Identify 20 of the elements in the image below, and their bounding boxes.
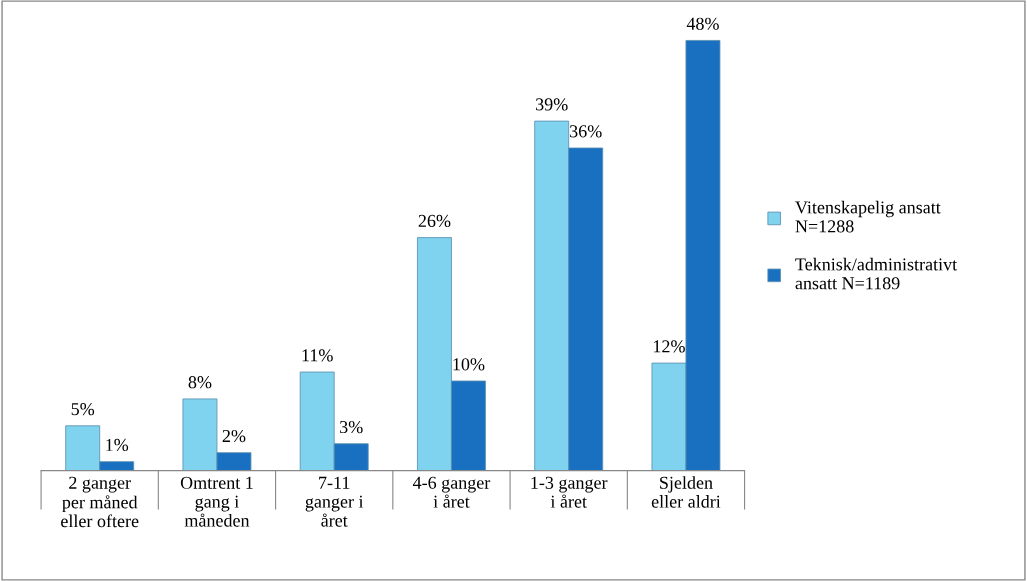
data-label: 2% [222,429,246,443]
x-tick-label: 4-6 ganger i året [412,476,491,508]
data-label: 11% [302,349,333,362]
x-tick-label: Omtrent 1 gang i måneden [180,476,253,527]
x-tick-label: 7-11 ganger i året [305,476,364,527]
data-label: 5% [71,403,95,416]
legend-label: Teknisk/administrativt ansatt N=1189 [795,257,958,290]
x-tick-label: 1-3 ganger i året [531,476,608,508]
data-label: 36% [570,125,602,138]
data-label: 1% [106,438,129,452]
x-tick-label: Sjelden eller aldri [651,476,721,508]
data-label: 48% [686,17,719,30]
x-tick-label: 2 ganger per måned eller oftere [61,476,139,528]
data-label: 8% [188,376,212,389]
data-label: 39% [536,98,568,111]
data-label: 10% [453,358,485,371]
data-label: 3% [340,420,363,434]
legend-label: Vitenskapelig ansatt N=1288 [795,200,941,233]
data-label: 12% [653,340,685,353]
data-label: 26% [418,214,451,228]
